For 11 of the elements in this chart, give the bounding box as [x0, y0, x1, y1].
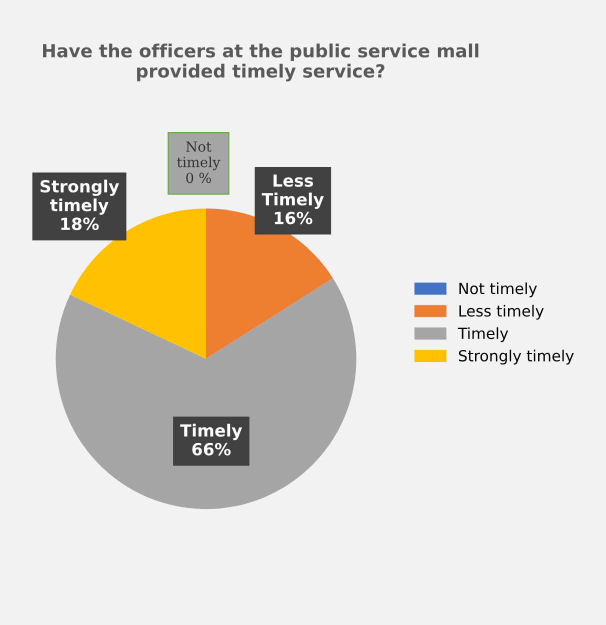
chart-title: Have the officers at the public service mall provided timely service? [43, 44, 478, 82]
legend-label: Less timely [459, 304, 544, 320]
pie-slice [56, 278, 356, 510]
legend-label: Timely [458, 327, 508, 342]
pie-slice [206, 208, 333, 359]
legend-label: Strongly timely [458, 350, 574, 364]
data-label: Less Timely 16% [262, 174, 324, 224]
text: Not timely 0 % [177, 141, 220, 184]
data-label: Timely 66% [180, 424, 242, 456]
data-label: Strongly timely 18% [40, 180, 120, 230]
legend-label: Not timely [459, 282, 537, 298]
